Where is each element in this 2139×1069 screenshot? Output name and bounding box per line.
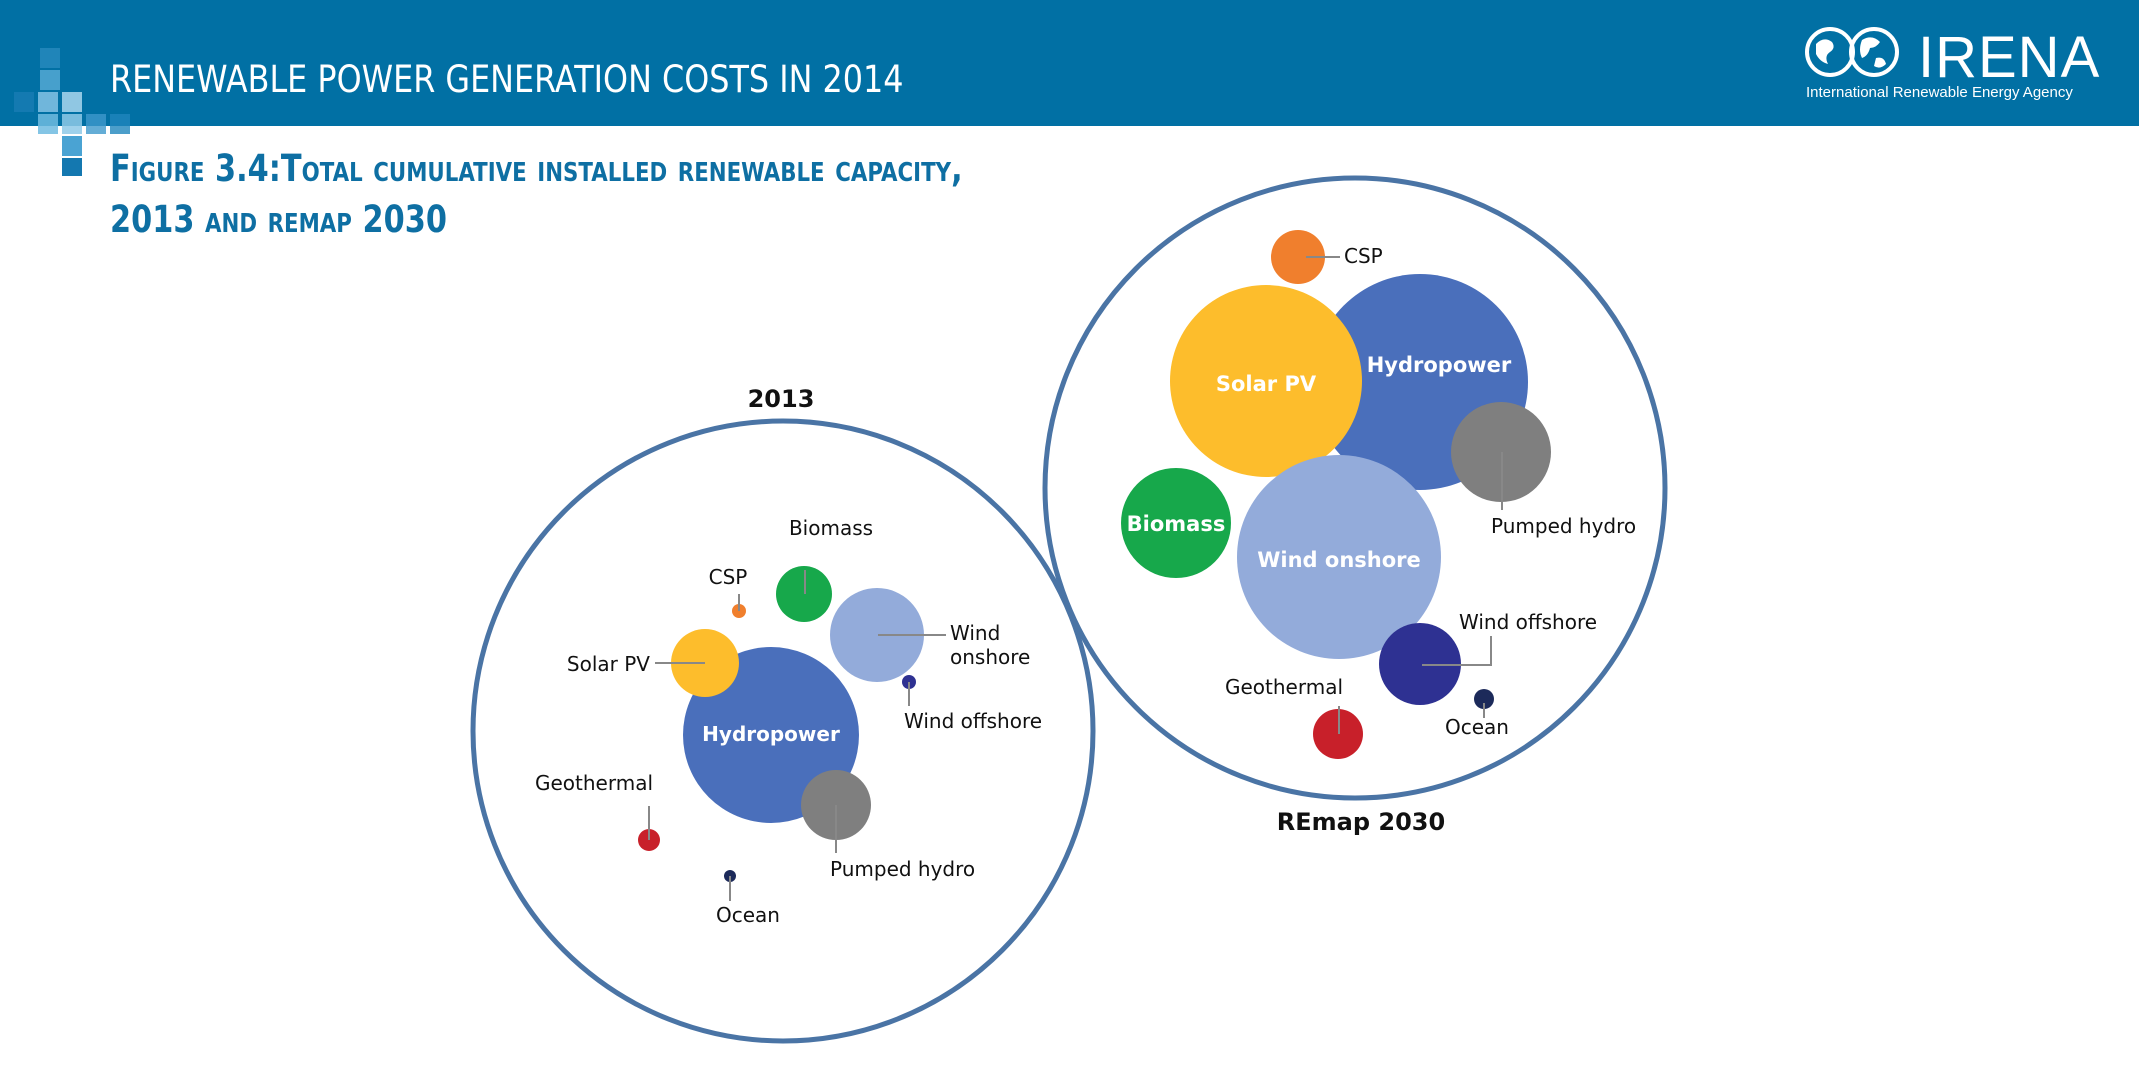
label-2013-geothermal: Geothermal — [535, 771, 653, 795]
header-title: RENEWABLE POWER GENERATION COSTS IN 2014 — [110, 58, 904, 101]
label-2030-pumped-hydro: Pumped hydro — [1491, 514, 1636, 538]
bubble-2030-solar-pv — [1170, 285, 1362, 477]
bubble-2030-csp — [1271, 230, 1325, 284]
panel-label-2013: 2013 — [748, 385, 815, 413]
bubble-2030-wind-offshore — [1379, 623, 1461, 705]
label-2030-csp: CSP — [1344, 244, 1383, 268]
label-2013-csp: CSP — [709, 565, 748, 589]
logo-subtitle: International Renewable Energy Agency — [1806, 84, 2073, 101]
bubble-2030-wind-onshore — [1237, 455, 1441, 659]
logo-wordmark: IRENA — [1918, 25, 2101, 90]
bubble-2030-ocean — [1474, 689, 1494, 709]
label-2013-wind-onshore: Wind onshore — [950, 621, 1030, 669]
irena-logo: IRENA International Renewable Energy Age… — [1800, 22, 2100, 112]
label-2013-wind-onshore-text: Wind — [950, 621, 1000, 645]
label-2013-wind-offshore: Wind offshore — [904, 709, 1042, 733]
figure-title: Figure 3.4:Total cumulative installed re… — [110, 143, 963, 245]
bubble-2030-biomass — [1121, 468, 1231, 578]
label-2030-hydropower: Hydropower — [1367, 353, 1512, 377]
label-2013-biomass: Biomass — [789, 516, 873, 540]
label-2013-wind-onshore-line2: onshore — [950, 645, 1030, 669]
label-2030-ocean: Ocean — [1445, 715, 1509, 739]
figure-title-line2: 2013 and remap 2030 — [110, 198, 447, 241]
leader-lines-2013 — [648, 570, 946, 901]
label-2030-wind-onshore: Wind onshore — [1257, 548, 1421, 572]
bubble-2013-wind-onshore — [830, 588, 924, 682]
label-2013-pumped-hydro: Pumped hydro — [830, 857, 975, 881]
label-2013-ocean: Ocean — [716, 903, 780, 927]
outline-circle-2030 — [1042, 175, 1668, 801]
header-bar — [0, 0, 2139, 126]
label-2030-solar-pv: Solar PV — [1216, 372, 1317, 396]
outline-circle-2013 — [470, 418, 1096, 1044]
leader-lines-2030 — [1306, 256, 1503, 734]
figure-title-line1: Figure 3.4:Total cumulative installed re… — [110, 147, 963, 190]
label-2030-biomass: Biomass — [1127, 512, 1226, 536]
label-2013-solar-pv: Solar PV — [567, 652, 650, 676]
panel-label-2030: REmap 2030 — [1277, 808, 1445, 836]
label-2030-wind-offshore: Wind offshore — [1459, 610, 1597, 634]
globe-logo-icon — [1805, 27, 1899, 77]
label-2013-hydropower: Hydropower — [702, 722, 840, 746]
label-2030-geothermal: Geothermal — [1225, 675, 1343, 699]
